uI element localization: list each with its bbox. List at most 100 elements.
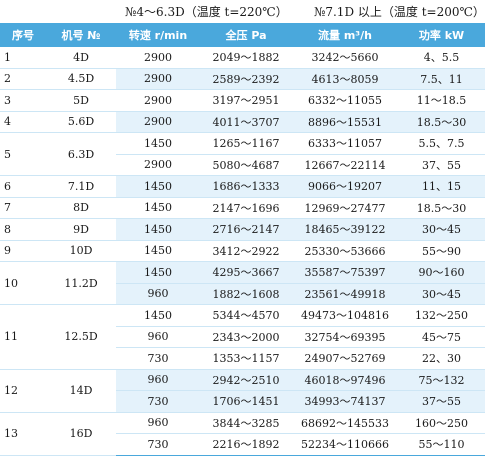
cell-power: 7.5、11 bbox=[398, 68, 485, 90]
cell-speed: 2900 bbox=[116, 154, 200, 176]
cell-index: 10 bbox=[0, 261, 46, 305]
cell-model: 10D bbox=[46, 240, 116, 262]
cell-index: 6 bbox=[0, 175, 46, 198]
cell-power: 132～250 bbox=[398, 304, 485, 327]
table-row: 1 4D 2900 2049～1882 3242～5660 4、5.5 bbox=[0, 47, 485, 69]
cell-index: 9 bbox=[0, 240, 46, 262]
cell-flow: 12667～22114 bbox=[292, 154, 398, 176]
cell-speed: 1450 bbox=[116, 197, 200, 219]
cell-power: 11～18.5 bbox=[398, 89, 485, 112]
cell-power: 37、55 bbox=[398, 154, 485, 176]
cell-model: 9D bbox=[46, 218, 116, 241]
cell-flow: 49473～104816 bbox=[292, 304, 398, 327]
cell-speed: 730 bbox=[116, 390, 200, 413]
table-row: 12 14D 960 2942～2510 46018～97496 75～132 bbox=[0, 369, 485, 413]
cell-power: 55～110 bbox=[398, 433, 485, 456]
cell-model: 8D bbox=[46, 197, 116, 219]
cell-index: 4 bbox=[0, 111, 46, 133]
cell-flow: 32754～69395 bbox=[292, 326, 398, 348]
cell-index: 1 bbox=[0, 47, 46, 69]
cell-model: 5.6D bbox=[46, 111, 116, 133]
cell-flow: 46018～97496 bbox=[292, 369, 398, 391]
cell-power: 90～160 bbox=[398, 261, 485, 284]
cell-model: 4.5D bbox=[46, 68, 116, 90]
cell-speed: 1450 bbox=[116, 218, 200, 241]
cell-flow: 35587～75397 bbox=[292, 261, 398, 284]
cell-flow: 12969～27477 bbox=[292, 197, 398, 219]
cell-speed: 2900 bbox=[116, 47, 200, 69]
cell-pressure: 5344～4570 bbox=[200, 304, 292, 327]
cell-flow: 18465～39122 bbox=[292, 218, 398, 241]
cell-pressure: 2942～2510 bbox=[200, 369, 292, 391]
cell-pressure: 1882～1608 bbox=[200, 283, 292, 305]
cell-speed: 2900 bbox=[116, 68, 200, 90]
cell-model: 4D bbox=[46, 47, 116, 69]
header-pressure: 全压 Pa bbox=[200, 23, 292, 47]
cell-power: 5.5、7.5 bbox=[398, 132, 485, 155]
header-flow: 流量 m³/h bbox=[292, 23, 398, 47]
table-row: 960 1882～1608 23561～49918 30～45 bbox=[0, 283, 485, 305]
cell-flow: 8896～15531 bbox=[292, 111, 398, 133]
cell-index: 2 bbox=[0, 68, 46, 90]
cell-power: 30～45 bbox=[398, 218, 485, 241]
cell-power: 4、5.5 bbox=[398, 47, 485, 69]
cell-flow: 4613～8059 bbox=[292, 68, 398, 90]
cell-pressure: 3412～2922 bbox=[200, 240, 292, 262]
table-row: 2 4.5D 2900 2589～2392 4613～8059 7.5、11 bbox=[0, 68, 485, 90]
cell-power: 30～45 bbox=[398, 283, 485, 305]
cell-speed: 960 bbox=[116, 412, 200, 434]
cell-speed: 960 bbox=[116, 369, 200, 391]
table-row: 9 10D 1450 3412～2922 25330～53666 55～90 bbox=[0, 240, 485, 262]
cell-flow: 52234～110666 bbox=[292, 433, 398, 456]
cell-flow: 23561～49918 bbox=[292, 283, 398, 305]
cell-speed: 2900 bbox=[116, 89, 200, 112]
cell-pressure: 2147～1696 bbox=[200, 197, 292, 219]
cell-flow: 25330～53666 bbox=[292, 240, 398, 262]
cell-model: 12.5D bbox=[46, 304, 116, 370]
cell-flow: 3242～5660 bbox=[292, 47, 398, 69]
cell-flow: 9066～19207 bbox=[292, 175, 398, 198]
cell-pressure: 3844～3285 bbox=[200, 412, 292, 434]
table-row: 2900 5080～4687 12667～22114 37、55 bbox=[0, 154, 485, 176]
cell-index: 8 bbox=[0, 218, 46, 241]
cell-speed: 1450 bbox=[116, 304, 200, 327]
cell-pressure: 4295～3667 bbox=[200, 261, 292, 284]
table-header-row: 序号 机号 № 转速 r/min 全压 Pa 流量 m³/h 功率 kW bbox=[0, 23, 485, 47]
cell-power: 55～90 bbox=[398, 240, 485, 262]
cell-flow: 68692～145533 bbox=[292, 412, 398, 434]
cell-index: 12 bbox=[0, 369, 46, 413]
cell-speed: 960 bbox=[116, 283, 200, 305]
cell-flow: 24907～52769 bbox=[292, 347, 398, 370]
header-index: 序号 bbox=[0, 23, 46, 47]
cell-pressure: 1353～1157 bbox=[200, 347, 292, 370]
header-power: 功率 kW bbox=[398, 23, 485, 47]
table-caption: №4～6.3D（温度 t=220℃） №7.1D 以上（温度 t=200℃） bbox=[0, 0, 485, 22]
table-row: 13 16D 960 3844～3285 68692～145533 160～250 bbox=[0, 412, 485, 456]
cell-speed: 1450 bbox=[116, 132, 200, 155]
cell-power: 37～55 bbox=[398, 390, 485, 413]
table-body: 1 4D 2900 2049～1882 3242～5660 4、5.5 2 4.5D 2900 2… bbox=[0, 47, 485, 456]
table-row: 11 12.5D 1450 5344～4570 49473～104816 132～250 bbox=[0, 304, 485, 370]
cell-model: 14D bbox=[46, 369, 116, 413]
cell-index: 3 bbox=[0, 89, 46, 112]
cell-pressure: 2343～2000 bbox=[200, 326, 292, 348]
cell-power: 75～132 bbox=[398, 369, 485, 391]
cell-pressure: 3197～2951 bbox=[200, 89, 292, 112]
table-row: 730 1353～1157 24907～52769 22、30 bbox=[0, 347, 485, 370]
cell-power: 18.5～30 bbox=[398, 197, 485, 219]
cell-pressure: 5080～4687 bbox=[200, 154, 292, 176]
cell-pressure: 1686～1333 bbox=[200, 175, 292, 198]
cell-flow: 6332～11055 bbox=[292, 89, 398, 112]
table-row: 5 6.3D 1450 1265～1167 6333～11057 5.5、7.5 bbox=[0, 132, 485, 176]
cell-speed: 960 bbox=[116, 326, 200, 348]
table-row: 3 5D 2900 3197～2951 6332～11055 11～18.5 bbox=[0, 89, 485, 112]
header-speed: 转速 r/min bbox=[116, 23, 200, 47]
cell-model: 6.3D bbox=[46, 132, 116, 176]
cell-speed: 2900 bbox=[116, 111, 200, 133]
cell-speed: 1450 bbox=[116, 261, 200, 284]
caption-left: №4～6.3D（温度 t=220℃） bbox=[125, 5, 288, 19]
cell-model: 5D bbox=[46, 89, 116, 112]
cell-pressure: 2216～1892 bbox=[200, 433, 292, 456]
cell-flow: 6333～11057 bbox=[292, 132, 398, 155]
cell-power: 22、30 bbox=[398, 347, 485, 370]
